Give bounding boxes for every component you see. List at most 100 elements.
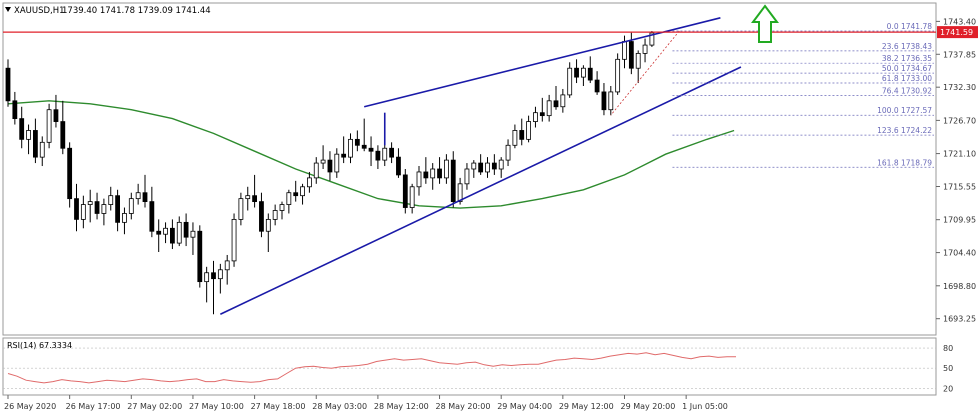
candle <box>74 183 79 232</box>
candle-body-bull <box>306 177 312 188</box>
candle <box>128 192 134 220</box>
rsi-axis-tick-label: 20 <box>943 384 953 393</box>
candle <box>217 263 223 294</box>
candle-body-bull <box>224 260 230 271</box>
candle <box>279 201 285 220</box>
candle-body-bull <box>615 58 621 93</box>
current-price-tag <box>937 26 978 39</box>
candle-body-bear <box>60 121 66 149</box>
candle <box>293 180 299 202</box>
rsi-line <box>7 352 736 384</box>
candle <box>135 183 141 205</box>
candle <box>354 130 360 152</box>
candle-body-bull <box>46 109 52 143</box>
candle <box>478 154 484 175</box>
rsi-panel-frame <box>2 337 937 396</box>
candle-body-bear <box>252 195 258 203</box>
candle-body-bear <box>574 67 579 78</box>
moving-average-line <box>7 100 735 209</box>
moving-average-layer <box>7 100 735 209</box>
fib-level-label: 50.0 1734.67 <box>882 64 932 73</box>
candle <box>635 50 641 84</box>
candle <box>574 59 579 84</box>
candle-body-bear <box>539 112 545 117</box>
candle <box>183 213 189 247</box>
candle <box>649 30 655 47</box>
candle <box>361 118 367 152</box>
candle-body-bear <box>5 67 11 102</box>
candle-body-bull <box>163 227 168 235</box>
candle <box>211 260 216 315</box>
candle-body-bull <box>135 192 141 200</box>
candle <box>512 124 518 149</box>
candle <box>334 148 340 178</box>
candle-body-bull <box>348 138 353 158</box>
candle <box>423 157 429 184</box>
candle-body-bear <box>368 147 374 152</box>
candle <box>348 133 353 164</box>
candle <box>327 151 333 181</box>
x-axis-tick-label: 26 May 2020 <box>4 402 56 411</box>
y-axis-tick-label: 1709.95 <box>943 216 976 225</box>
current-price-label: 1741.59 <box>940 28 973 37</box>
candle <box>19 106 25 149</box>
candle-body-bull <box>286 192 292 205</box>
candle <box>567 62 573 98</box>
candle <box>615 53 621 95</box>
up-arrow-icon <box>751 4 779 43</box>
candle-body-bear <box>361 144 367 149</box>
candle-body-bear <box>594 79 600 93</box>
candle-body-bull <box>581 67 586 78</box>
candle <box>416 166 422 196</box>
candle-body-bear <box>601 91 607 111</box>
candle-body-bear <box>478 162 484 173</box>
candle-body-bear <box>94 201 100 214</box>
candle <box>471 160 477 178</box>
candle-body-bear <box>12 100 18 120</box>
candle-body-bear <box>375 150 381 161</box>
candle-body-bull <box>409 186 415 208</box>
candle-body-bear <box>450 159 456 203</box>
candle <box>491 154 497 175</box>
candle-body-bull <box>300 186 305 197</box>
candle-body-bull <box>443 159 449 179</box>
main-panel-frame <box>2 2 937 336</box>
candle-body-bull <box>622 41 627 60</box>
candle <box>101 198 107 226</box>
candle <box>39 136 45 167</box>
candle <box>163 222 168 244</box>
candle <box>587 56 593 84</box>
candle <box>197 225 203 288</box>
axis-layer: 1743.40 1737.85 1732.30 1726.70 1721.10 1715.… <box>4 17 976 411</box>
candle-body-bull <box>279 204 285 211</box>
candle <box>87 189 93 223</box>
symbol-menu-triangle-icon[interactable] <box>5 7 11 12</box>
candle-body-bull <box>265 218 271 232</box>
candle-body-bear <box>389 147 395 158</box>
candle <box>238 192 244 226</box>
candle <box>306 171 312 193</box>
fib-level-label: 38.2 1736.35 <box>882 54 932 63</box>
candle <box>80 195 86 229</box>
candle <box>204 266 210 303</box>
candle <box>26 124 31 155</box>
candle-body-bull <box>217 269 223 280</box>
candle-layer <box>5 30 655 315</box>
x-axis-tick-label: 29 May 12:00 <box>559 402 614 411</box>
candle <box>108 186 114 211</box>
y-axis-tick-label: 1737.85 <box>943 50 976 59</box>
x-axis-tick-label: 28 May 20:00 <box>436 402 491 411</box>
y-axis-tick-label: 1693.25 <box>943 315 976 324</box>
candle-body-bear <box>519 130 525 140</box>
y-axis-tick-label: 1726.70 <box>943 116 976 125</box>
candle <box>272 204 278 226</box>
candle-body-bull <box>471 162 477 170</box>
candle-body-bull <box>635 52 641 69</box>
candle-body-bull <box>190 230 196 238</box>
candle <box>46 103 52 149</box>
candle-body-bear <box>259 201 264 232</box>
candle <box>53 94 59 128</box>
ohlc-label: 1739.40 1741.78 1739.09 1741.44 <box>62 6 211 16</box>
candle-body-bear <box>628 41 634 69</box>
candle <box>450 151 456 208</box>
